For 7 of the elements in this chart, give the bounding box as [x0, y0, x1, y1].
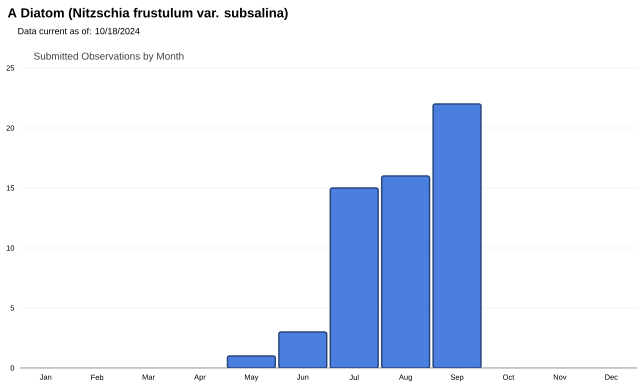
chart-subtitle: Data current as of: 10/18/2024 [18, 28, 140, 34]
bar [432, 103, 482, 368]
bar [330, 187, 379, 368]
bar [380, 175, 430, 368]
chart-title: A Diatom (Nitzschia frustulum var. subsalina) [8, 8, 288, 20]
bar [278, 331, 328, 368]
text: Submitted Observations by Month [34, 52, 184, 62]
